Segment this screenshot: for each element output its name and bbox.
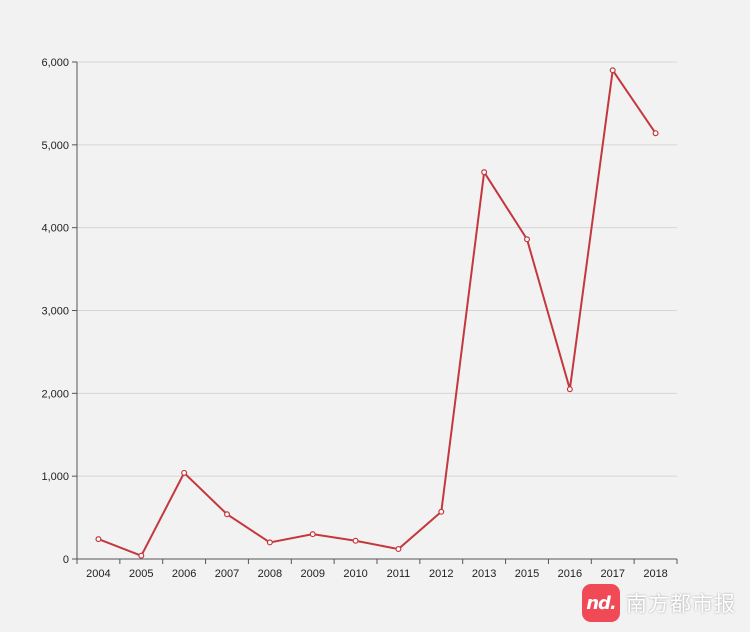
data-point xyxy=(652,130,659,137)
x-tick-label: 2013 xyxy=(472,568,496,580)
x-tick-label: 2008 xyxy=(258,568,282,580)
data-point xyxy=(224,511,231,518)
data-point xyxy=(266,539,273,546)
data-point xyxy=(609,67,616,74)
data-point xyxy=(309,531,316,538)
y-tick-label: 3,000 xyxy=(41,306,69,318)
data-point xyxy=(95,536,102,543)
data-point xyxy=(181,469,188,476)
data-point xyxy=(523,236,530,243)
watermark: nd. 南方都市报 xyxy=(582,584,736,622)
y-tick-label: 5,000 xyxy=(41,140,69,152)
series-line xyxy=(98,67,657,557)
y-tick-label: 1,000 xyxy=(41,471,69,483)
y-tick-label: 4,000 xyxy=(41,223,69,235)
x-tick-label: 2010 xyxy=(343,568,367,580)
x-tick-label: 2015 xyxy=(515,568,539,580)
y-tick-label: 6,000 xyxy=(41,57,69,69)
brand-name: 南方都市报 xyxy=(626,592,736,616)
y-tick-label: 2,000 xyxy=(41,388,69,400)
x-tick-label: 2004 xyxy=(86,568,110,580)
x-tick-label: 2012 xyxy=(429,568,453,580)
data-point xyxy=(138,552,145,559)
x-tick-label: 2016 xyxy=(558,568,582,580)
x-tick-label: 2018 xyxy=(643,568,667,580)
data-point xyxy=(395,546,402,553)
x-tick-label: 2011 xyxy=(387,568,411,580)
x-tick-label: 2017 xyxy=(600,568,624,580)
data-point xyxy=(481,169,488,176)
y-tick-label: 0 xyxy=(63,554,69,566)
x-tick-label: 2009 xyxy=(300,568,324,580)
data-point xyxy=(438,508,445,515)
data-point xyxy=(566,386,573,393)
data-point xyxy=(352,537,359,544)
x-tick-label: 2005 xyxy=(129,568,153,580)
x-tick-label: 2007 xyxy=(215,568,239,580)
brand-logo-icon: nd. xyxy=(582,584,620,622)
x-tick-label: 2006 xyxy=(172,568,196,580)
